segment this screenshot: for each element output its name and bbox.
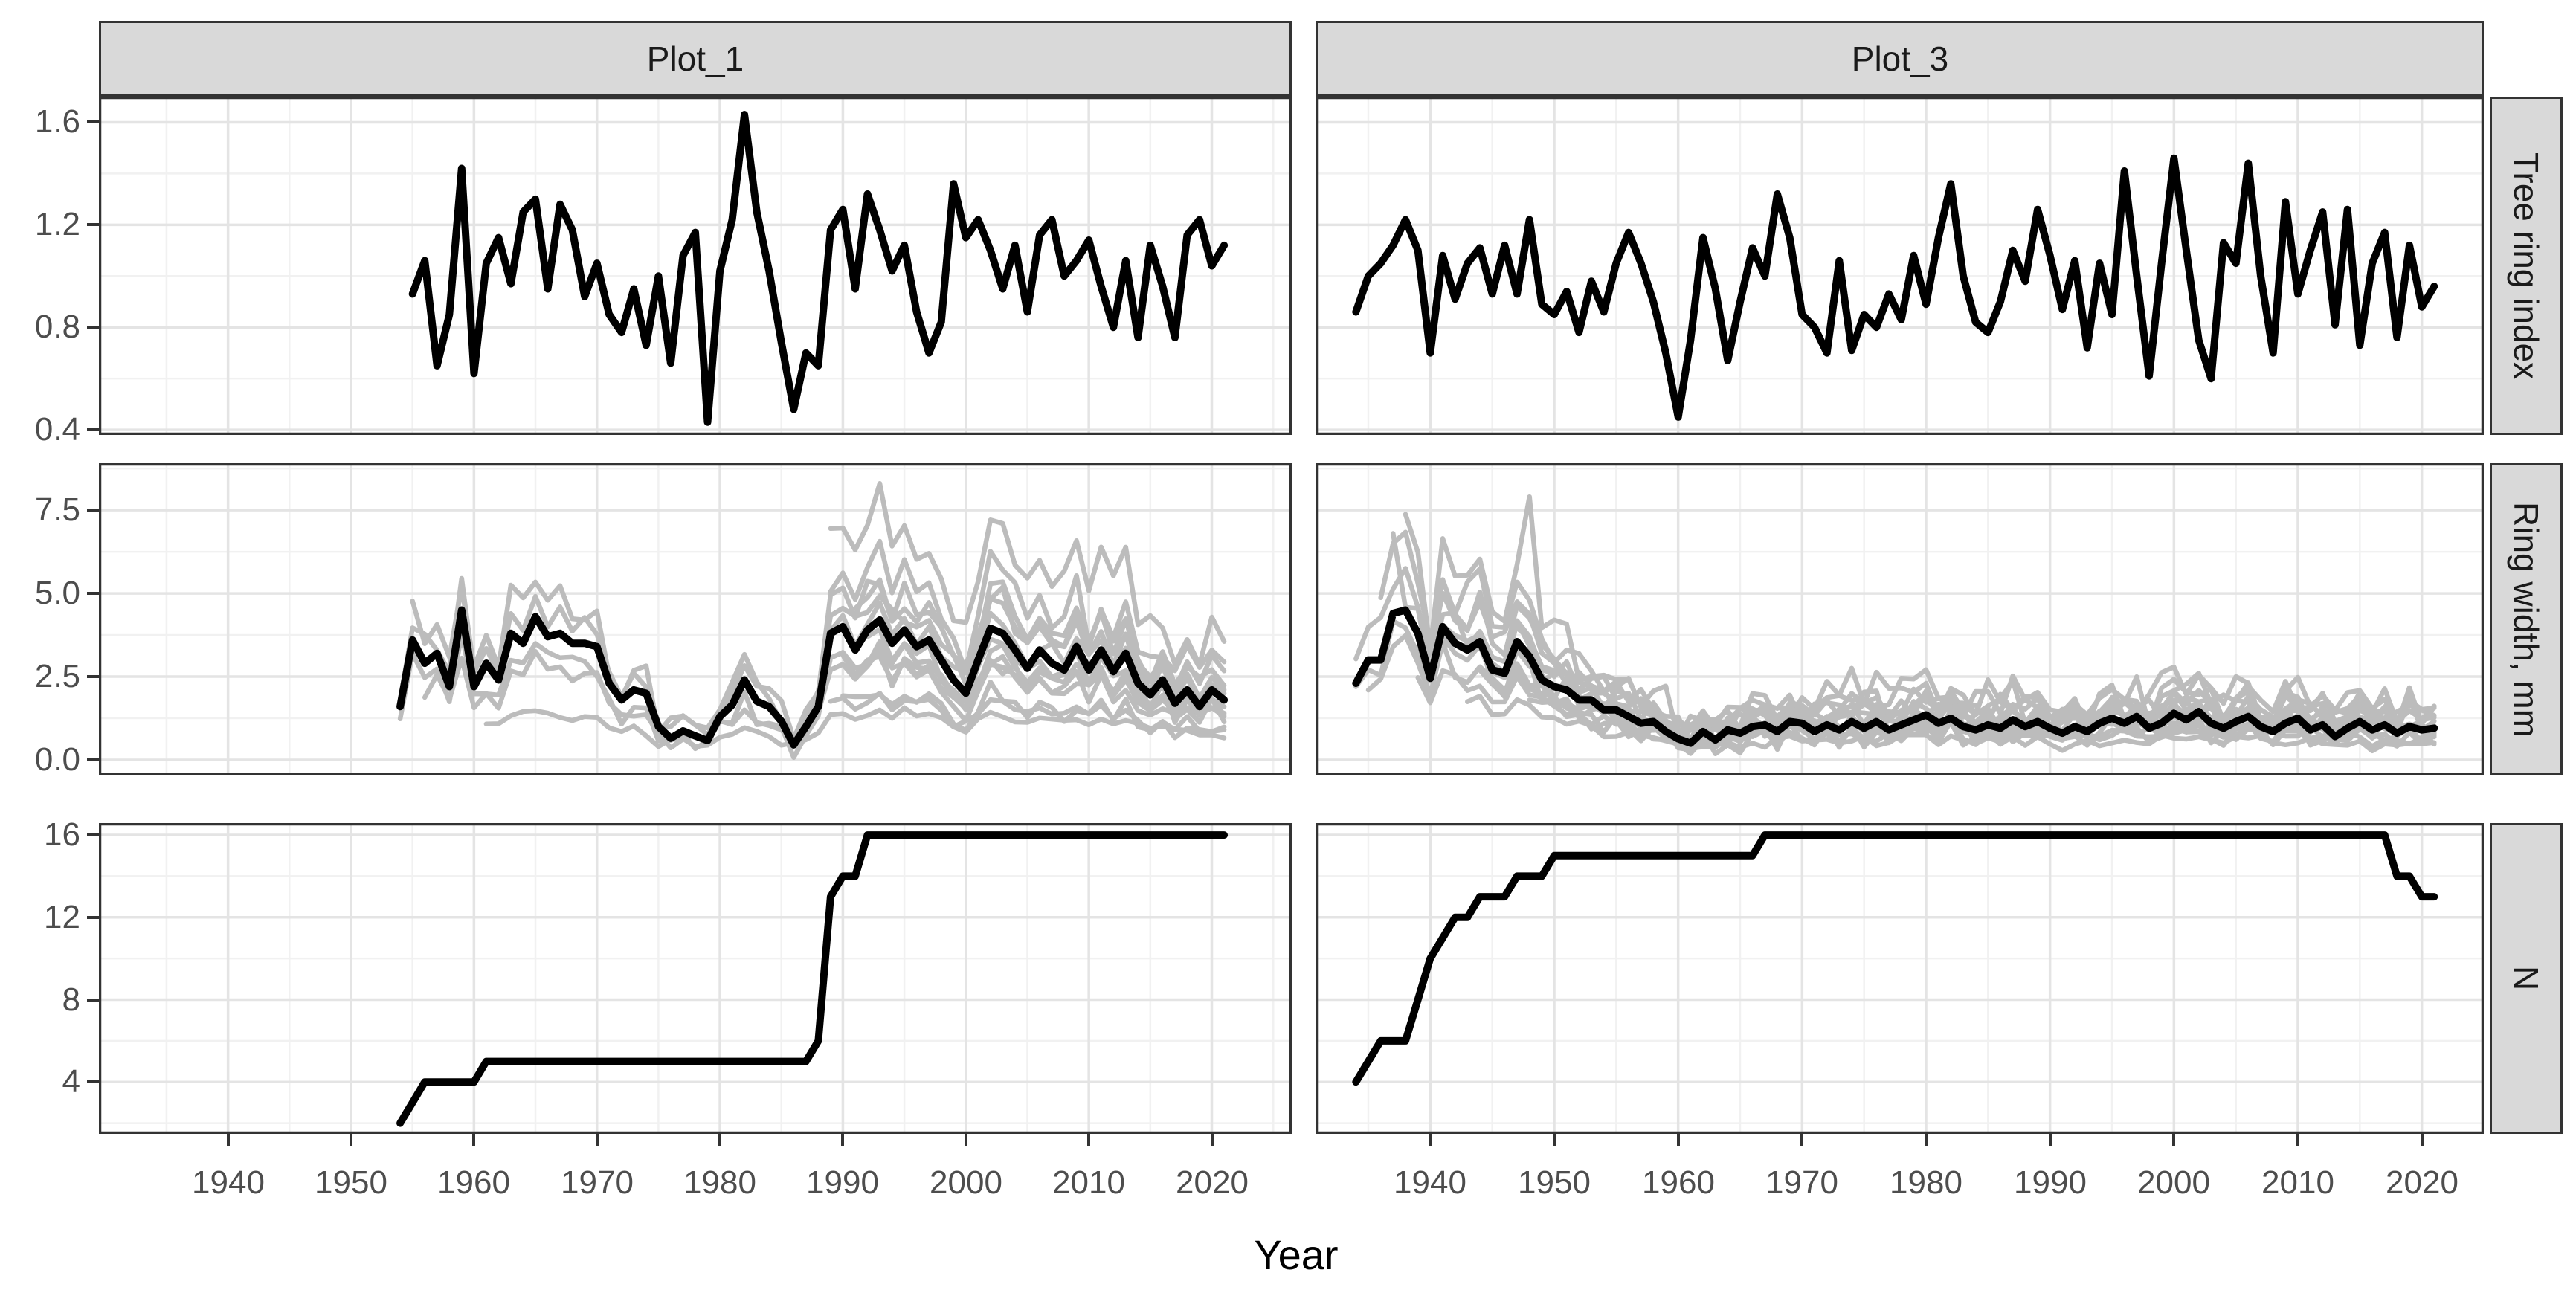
y-axis-tick-label: 8: [62, 981, 80, 1018]
facet-strip-plot-1: Plot_1: [99, 21, 1292, 97]
x-axis-tick: [965, 1134, 967, 1146]
x-axis-tick: [2049, 1134, 2052, 1146]
x-axis-tick: [472, 1134, 475, 1146]
panel-plot_3-ring-width: [1316, 462, 2485, 776]
x-axis-tick-label: 2000: [930, 1164, 1002, 1201]
tree-series-line: [828, 481, 1227, 668]
x-axis-tick: [2296, 1134, 2299, 1146]
y-axis-tick-label: 0.8: [34, 309, 80, 345]
facet-strip-plot-3: Plot_3: [1316, 21, 2484, 97]
tree-series-line: [852, 577, 1227, 688]
x-axis-tick: [2421, 1134, 2424, 1146]
mean-ring-width-line: [396, 606, 1229, 749]
y-axis-tick: [87, 223, 99, 226]
x-axis-tick: [1553, 1134, 1556, 1146]
x-axis-tick: [718, 1134, 721, 1146]
panel-plot_1-ring-width: [98, 462, 1292, 776]
x-axis-title: Year: [1254, 1231, 1339, 1278]
facet-strip-tree-ring-index: Tree ring index: [2490, 97, 2563, 435]
x-axis-tick: [1429, 1134, 1432, 1146]
y-axis-tick: [87, 999, 99, 1002]
panel-plot_3-tree-ring-index: [1316, 96, 2485, 436]
tree-ring-index-chronology-line: [408, 111, 1229, 426]
mean-ring-width-line: [1352, 606, 2438, 747]
x-axis-tick-label: 1940: [192, 1164, 265, 1201]
x-axis-tick-label: 1960: [437, 1164, 510, 1201]
x-axis-tick: [596, 1134, 599, 1146]
x-axis-tick-label: 2010: [2261, 1164, 2334, 1201]
y-axis-tick-label: 0.0: [34, 741, 80, 778]
facet-strip-plot-3-label: Plot_3: [1851, 39, 1949, 78]
x-axis-tick-label: 2020: [1176, 1164, 1249, 1201]
y-axis-tick: [87, 592, 99, 595]
sample-depth-line: [396, 831, 1229, 1127]
x-axis-tick: [350, 1134, 352, 1146]
x-axis-tick-label: 1970: [561, 1164, 634, 1201]
y-axis-tick: [87, 675, 99, 678]
x-axis-tick-label: 2000: [2137, 1164, 2210, 1201]
facet-strip-ring-width: Ring width, mm: [2490, 463, 2563, 775]
x-axis-tick-label: 2010: [1052, 1164, 1125, 1201]
tree-series-line: [840, 652, 1227, 713]
y-axis-tick: [87, 428, 99, 431]
y-axis-tick: [87, 1080, 99, 1083]
panel-plot_1-tree-ring-index: [98, 96, 1292, 436]
x-axis-tick: [1677, 1134, 1680, 1146]
facet-strip-tree-ring-index-label: Tree ring index: [2507, 152, 2546, 380]
facet-strip-ring-width-label: Ring width, mm: [2507, 501, 2546, 738]
y-axis-tick: [87, 833, 99, 836]
x-axis-tick-label: 1980: [1890, 1164, 1962, 1201]
y-axis-tick-label: 16: [44, 816, 80, 853]
x-axis-tick-label: 1960: [1642, 1164, 1715, 1201]
y-axis-tick-label: 0.4: [34, 411, 80, 448]
x-axis-tick: [1087, 1134, 1090, 1146]
y-axis-tick: [87, 120, 99, 123]
tree-series-line: [840, 679, 1227, 735]
tree-series-line: [483, 705, 1227, 749]
x-axis-tick-label: 1940: [1394, 1164, 1466, 1201]
y-axis-tick: [87, 916, 99, 919]
y-axis-tick: [87, 326, 99, 329]
x-axis-tick-label: 1980: [683, 1164, 756, 1201]
x-axis-tick-label: 1970: [1765, 1164, 1838, 1201]
y-axis-tick-label: 1.2: [34, 206, 80, 242]
panel-plot_3-n: [1316, 822, 2485, 1135]
x-axis-tick-label: 1950: [1518, 1164, 1591, 1201]
y-axis-tick-label: 5.0: [34, 575, 80, 611]
x-axis-tick-label: 1990: [806, 1164, 879, 1201]
y-axis-tick-label: 2.5: [34, 658, 80, 694]
y-axis-tick-label: 4: [62, 1063, 80, 1100]
x-axis-tick-label: 1950: [315, 1164, 387, 1201]
x-axis-tick-label: 2020: [2386, 1164, 2459, 1201]
x-axis-tick: [1211, 1134, 1214, 1146]
facet-strip-n: N: [2490, 823, 2563, 1134]
y-axis-tick: [87, 758, 99, 761]
x-axis-tick: [227, 1134, 230, 1146]
x-axis-tick: [2172, 1134, 2175, 1146]
y-axis-tick-label: 1.6: [34, 103, 80, 140]
y-axis-tick-label: 12: [44, 899, 80, 935]
sample-depth-line: [1352, 831, 2438, 1086]
x-axis-tick: [1800, 1134, 1803, 1146]
facet-strip-plot-1-label: Plot_1: [646, 39, 744, 78]
tree-ring-index-chronology-line: [1352, 154, 2438, 421]
x-axis-tick: [1925, 1134, 1928, 1146]
facet-strip-n-label: N: [2507, 966, 2546, 991]
tree-series-line: [1774, 667, 2437, 725]
y-axis-tick: [87, 509, 99, 512]
x-axis-tick: [841, 1134, 844, 1146]
y-axis-tick-label: 7.5: [34, 491, 80, 528]
panel-plot_1-n: [98, 822, 1292, 1135]
tree-series-line: [1551, 659, 2437, 733]
x-axis-tick-label: 1990: [2014, 1164, 2087, 1201]
